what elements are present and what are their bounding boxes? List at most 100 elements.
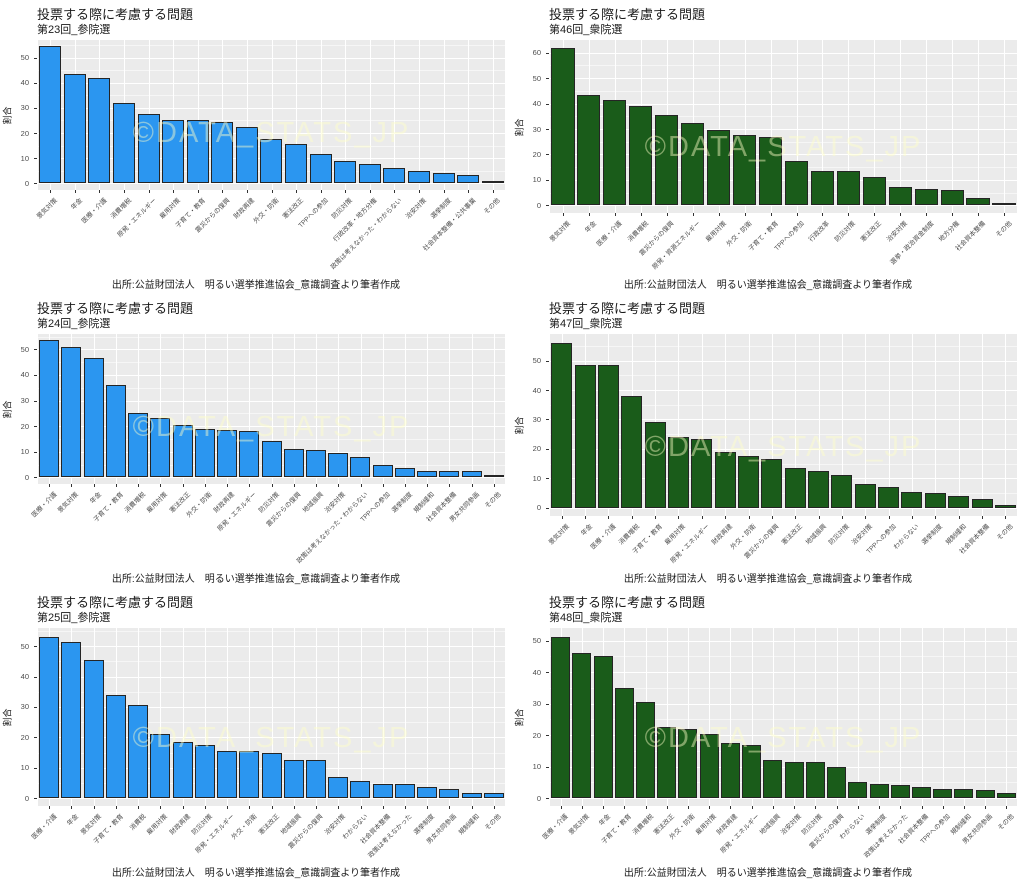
x-tick-mark xyxy=(345,190,347,193)
bar-財政再建 xyxy=(235,126,258,184)
gridline-major xyxy=(550,798,1017,799)
x-tick-mark xyxy=(449,806,451,809)
y-tick-label: 40 xyxy=(532,99,541,108)
bar-選挙制度 xyxy=(869,783,889,798)
x-tick-mark xyxy=(427,484,429,487)
bar-子育て・教育 xyxy=(644,422,666,508)
x-tick-label: その他 xyxy=(484,813,503,832)
y-tick-label: 40 xyxy=(532,385,541,395)
bar-医療・介護 xyxy=(39,340,60,478)
bar-男女共同参画 xyxy=(439,788,460,798)
bar-外交・防衛 xyxy=(738,456,759,508)
bar-憲法改正 xyxy=(862,177,886,206)
gridline-minor xyxy=(550,192,1017,194)
gridline-minor xyxy=(550,404,1017,406)
gridline-vertical xyxy=(316,334,317,484)
x-tick-mark xyxy=(857,806,859,809)
gridline-vertical xyxy=(293,628,295,806)
gridline-major xyxy=(550,507,1017,509)
gridline-vertical xyxy=(701,334,703,516)
x-tick-label: 医療・介護 xyxy=(30,491,59,520)
gridline-vertical xyxy=(888,334,890,516)
gridline-vertical xyxy=(249,628,251,806)
y-tick-label: 50 xyxy=(20,53,29,63)
x-tick-label: 年金 xyxy=(583,220,598,235)
bar-外交・防衛 xyxy=(678,728,698,798)
x-tick-mark xyxy=(900,213,902,216)
x-tick-mark xyxy=(115,484,117,487)
x-tick-mark xyxy=(692,213,694,216)
gridline-vertical xyxy=(688,628,689,806)
bar-原発・資源エネルギー xyxy=(681,122,705,206)
bar-財政再建 xyxy=(172,741,193,798)
gridline-vertical xyxy=(725,334,727,516)
bar-選挙制度 xyxy=(924,493,946,508)
y-tick-label: 30 xyxy=(20,702,29,712)
x-tick-mark xyxy=(173,190,175,193)
gridline-vertical xyxy=(952,40,954,213)
x-tick-mark xyxy=(588,213,590,216)
gridline-vertical xyxy=(772,628,774,806)
gridline-vertical xyxy=(865,334,867,516)
x-tick-label: 地域振興 xyxy=(758,813,782,837)
y-tick-mark xyxy=(546,419,549,421)
bar-消費増税 xyxy=(113,102,136,184)
x-tick-mark xyxy=(404,806,406,809)
x-tick-label: 景気対策 xyxy=(567,813,591,837)
gridline-vertical xyxy=(468,40,470,190)
chart-title: 投票する際に考慮する問題 xyxy=(37,301,194,316)
chart-title: 投票する際に考慮する問題 xyxy=(549,7,706,22)
y-tick-label: 40 xyxy=(20,672,29,682)
x-tick-mark xyxy=(560,806,562,809)
gridline-vertical xyxy=(271,628,273,806)
x-tick-mark xyxy=(848,213,850,216)
gridline-vertical xyxy=(316,628,317,806)
gridline-major xyxy=(550,448,1017,450)
x-tick-mark xyxy=(71,484,73,487)
bar-治安対策 xyxy=(328,452,349,478)
y-tick-label: 50 xyxy=(532,636,541,646)
x-tick-mark xyxy=(74,190,76,193)
y-tick-mark xyxy=(34,676,37,678)
bar-防災対策 xyxy=(805,761,825,798)
chart-shugiin-47: 投票する際に考慮する問題 第47回_衆院選 0 10 20 30 40 50 景気対策 年金医… xyxy=(512,294,1024,588)
bar-TPPへの参加 xyxy=(878,487,900,508)
plot-area: 0 10 20 30 40 50 医療・介護 景気対策 年金 子育て・教育 消費増税 雇用対策 憲法改正… xyxy=(0,294,512,588)
plot-area: 0 10 20 30 40 50 60 景気対策 年金 医療・介護 消費増税 震災からの復興 原発・資源… xyxy=(512,0,1024,294)
bar-政策は考えなかった・わからない xyxy=(350,456,371,478)
bar-憲法改正 xyxy=(261,752,282,798)
chart-shugiin-46: 投票する際に考慮する問題 第46回_衆院選 0 10 20 30 40 50 60 景気対策年… xyxy=(512,0,1024,294)
bar-震災からの復興 xyxy=(283,449,304,478)
bar-政策は考えなかった xyxy=(394,784,415,798)
gridline-major xyxy=(550,360,1017,362)
gridline-major xyxy=(550,640,1017,642)
x-tick-mark xyxy=(655,516,657,519)
y-tick-label: 40 xyxy=(20,370,29,380)
x-tick-mark xyxy=(227,484,228,487)
x-tick-mark xyxy=(222,190,224,193)
x-tick-label: 憲法改正 xyxy=(860,220,884,244)
gridline-major xyxy=(550,179,1017,181)
gridline-minor xyxy=(550,375,1017,377)
bar-行政改革 xyxy=(810,170,834,206)
bar-規制緩和 xyxy=(954,788,974,798)
gridline-vertical xyxy=(449,628,451,806)
bar-医療・介護 xyxy=(88,77,111,184)
x-tick-mark xyxy=(427,806,429,809)
x-tick-mark xyxy=(935,516,937,519)
x-tick-mark xyxy=(249,806,251,809)
gridline-minor xyxy=(550,687,1017,689)
x-tick-mark xyxy=(614,213,616,216)
x-tick-mark xyxy=(293,806,295,809)
bar-雇用対策 xyxy=(162,120,185,184)
y-tick-label: 30 xyxy=(532,414,541,424)
y-tick-label: 10 xyxy=(532,762,541,771)
chart-subtitle: 第23回_参院選 xyxy=(37,24,111,36)
bar-医療・介護 xyxy=(39,637,60,798)
x-tick-mark xyxy=(338,806,340,809)
y-tick-mark xyxy=(546,205,549,207)
y-tick-mark xyxy=(34,646,37,648)
gridline-vertical xyxy=(841,334,843,516)
bar-憲法改正 xyxy=(657,727,677,798)
gridline-major xyxy=(550,52,1017,54)
